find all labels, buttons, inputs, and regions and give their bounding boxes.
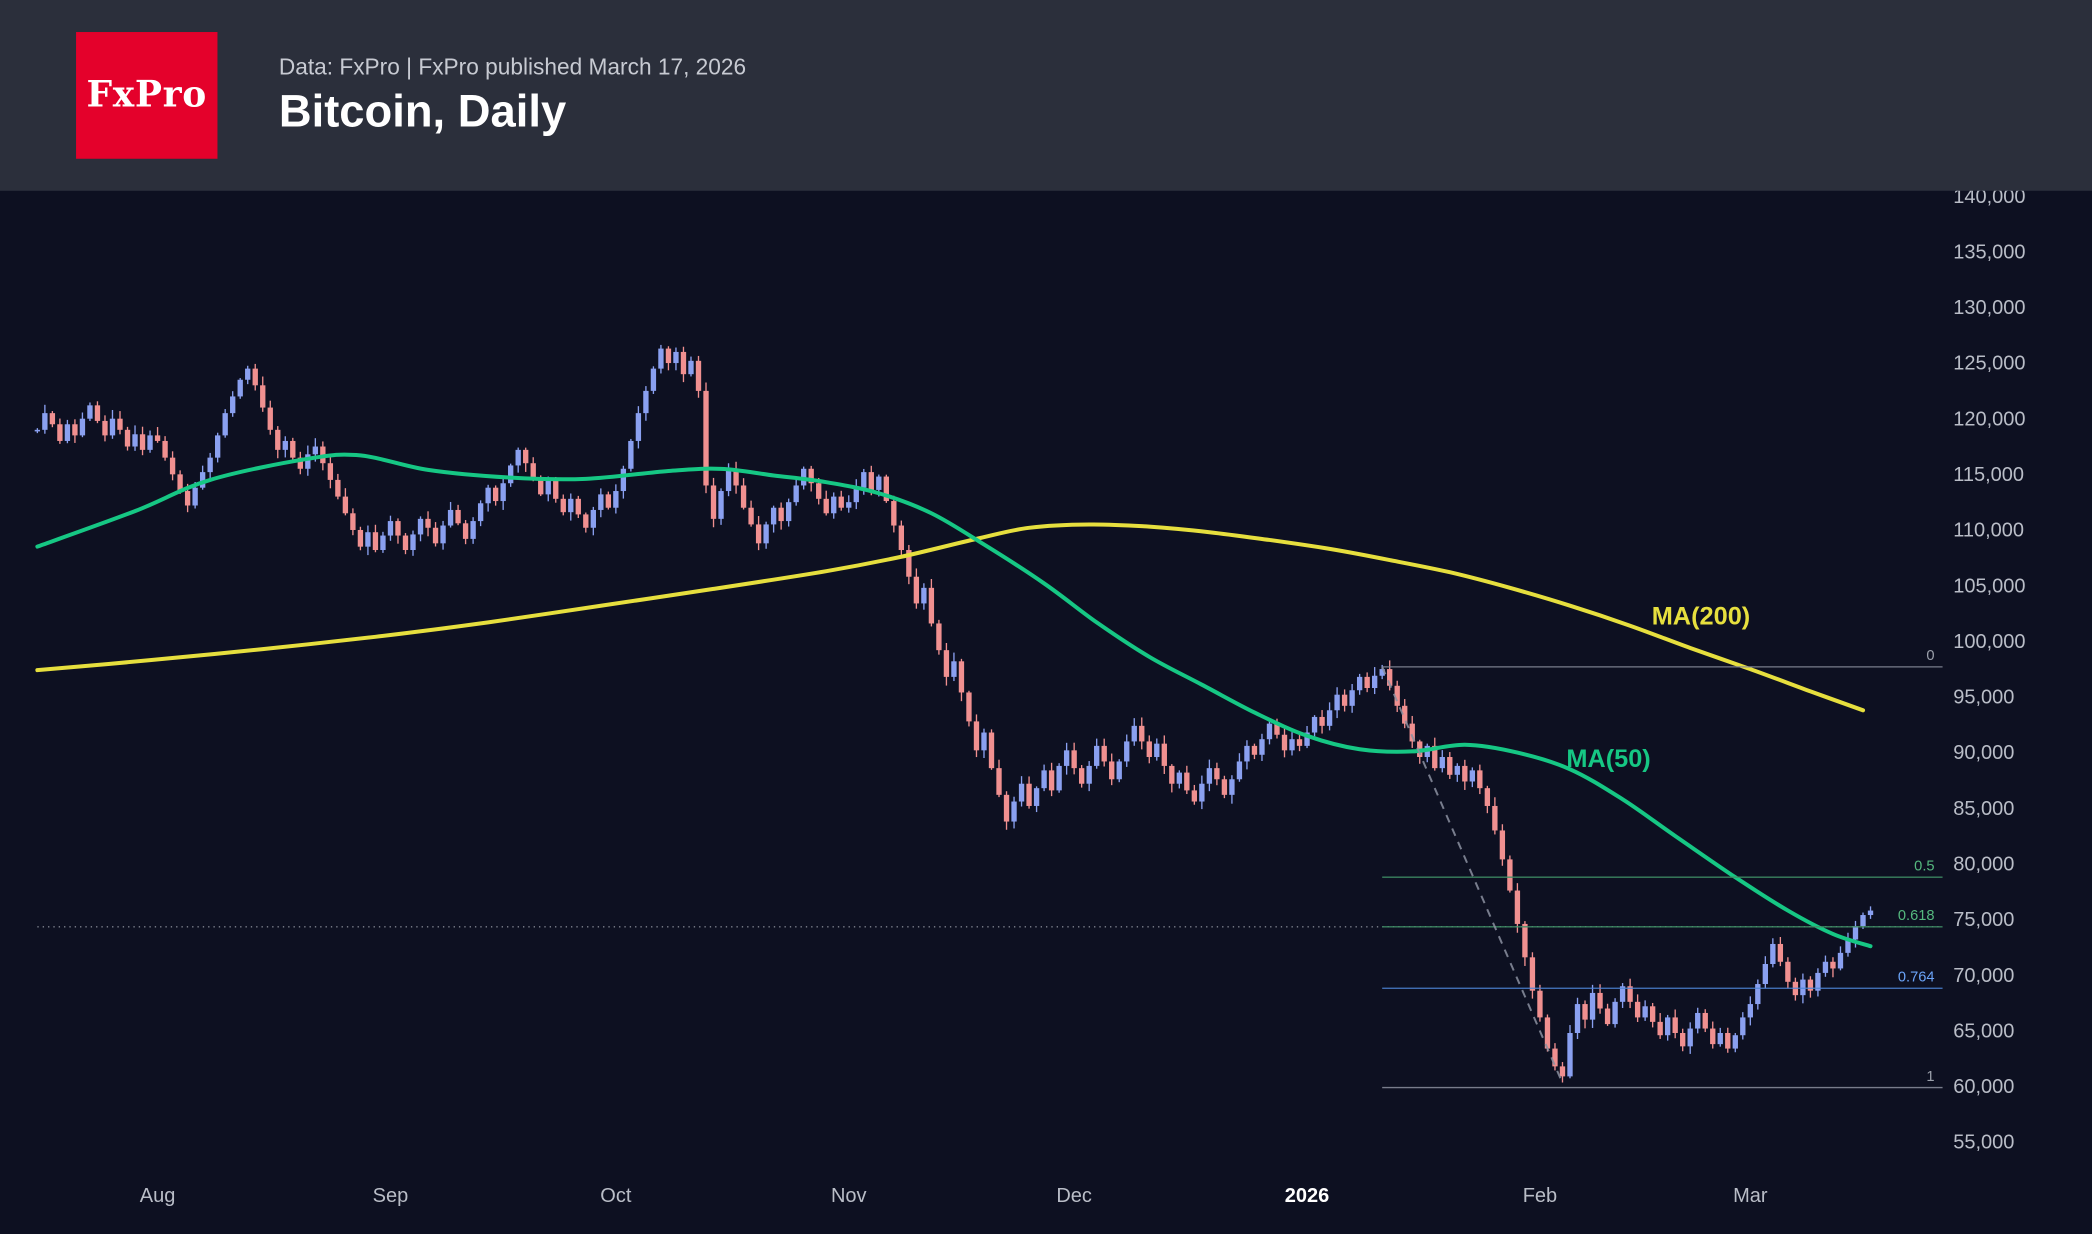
y-axis-label: 130,000 [1953, 297, 2025, 319]
header-text: Data: FxPro | FxPro published March 17, … [279, 56, 746, 135]
fib-level-label: 1 [1926, 1069, 1934, 1085]
y-axis-label: 115,000 [1953, 464, 2024, 486]
y-axis-label: 100,000 [1953, 631, 2025, 653]
fib-level-label: 0.764 [1898, 970, 1935, 986]
y-axis-label: 60,000 [1953, 1076, 2014, 1098]
y-axis-label: 135,000 [1953, 241, 2025, 263]
fib-level-label: 0 [1926, 648, 1934, 664]
candles-layer[interactable] [34, 344, 1874, 1083]
x-axis-label: Nov [831, 1185, 867, 1207]
y-axis-label: 75,000 [1953, 909, 2014, 931]
ma50-label: MA(50) [1566, 745, 1650, 773]
y-axis-label: 105,000 [1953, 575, 2025, 597]
x-axis-label: Feb [1523, 1185, 1557, 1207]
x-axis-label: Sep [373, 1185, 409, 1207]
y-axis-label: 90,000 [1953, 742, 2014, 764]
x-axis-label: Mar [1733, 1185, 1768, 1207]
y-axis-label: 125,000 [1953, 353, 2025, 375]
y-axis-label: 70,000 [1953, 965, 2014, 987]
y-axis-label: 120,000 [1953, 408, 2025, 430]
y-axis-label: 55,000 [1953, 1132, 2014, 1154]
ma200-line [35, 522, 1866, 713]
y-axis-label: 85,000 [1953, 798, 2014, 820]
y-axis: 140,000 135,000 130,000 125,000 120,000 115,0… [1953, 191, 2025, 1154]
x-axis-label: Oct [600, 1185, 632, 1207]
y-axis-label: 140,000 [1953, 191, 2025, 208]
x-axis-label: Dec [1056, 1185, 1092, 1207]
ma50-line [35, 452, 1873, 949]
y-axis-label: 110,000 [1953, 520, 2024, 542]
x-axis-label: 2026 [1285, 1185, 1330, 1207]
fxpro-logo-text: FxPro [86, 74, 208, 117]
page-title: Bitcoin, Daily [278, 86, 567, 138]
trendline[interactable] [1381, 666, 1564, 1084]
y-axis-label: 65,000 [1953, 1020, 2014, 1042]
fib-level-label: 0.618 [1898, 908, 1935, 924]
price-chart[interactable]: MA(200) MA(50) 0 0.5 0.618 0.764 1 140,000 135,0… [0, 191, 2092, 1234]
x-axis: Aug Sep Oct Nov Dec 2026 Feb Mar [140, 1185, 1768, 1207]
x-axis-label: Aug [140, 1185, 176, 1207]
fxpro-logo: FxPro [76, 32, 218, 159]
chart-source-caption: Data: FxPro | FxPro published March 17, … [278, 54, 747, 81]
header: FxPro Data: FxPro | FxPro published Marc… [0, 0, 2092, 191]
y-axis-label: 80,000 [1953, 854, 2014, 876]
fib-level-label: 0.5 [1914, 859, 1934, 875]
y-axis-label: 95,000 [1953, 687, 2014, 709]
ma200-label: MA(200) [1652, 602, 1751, 630]
